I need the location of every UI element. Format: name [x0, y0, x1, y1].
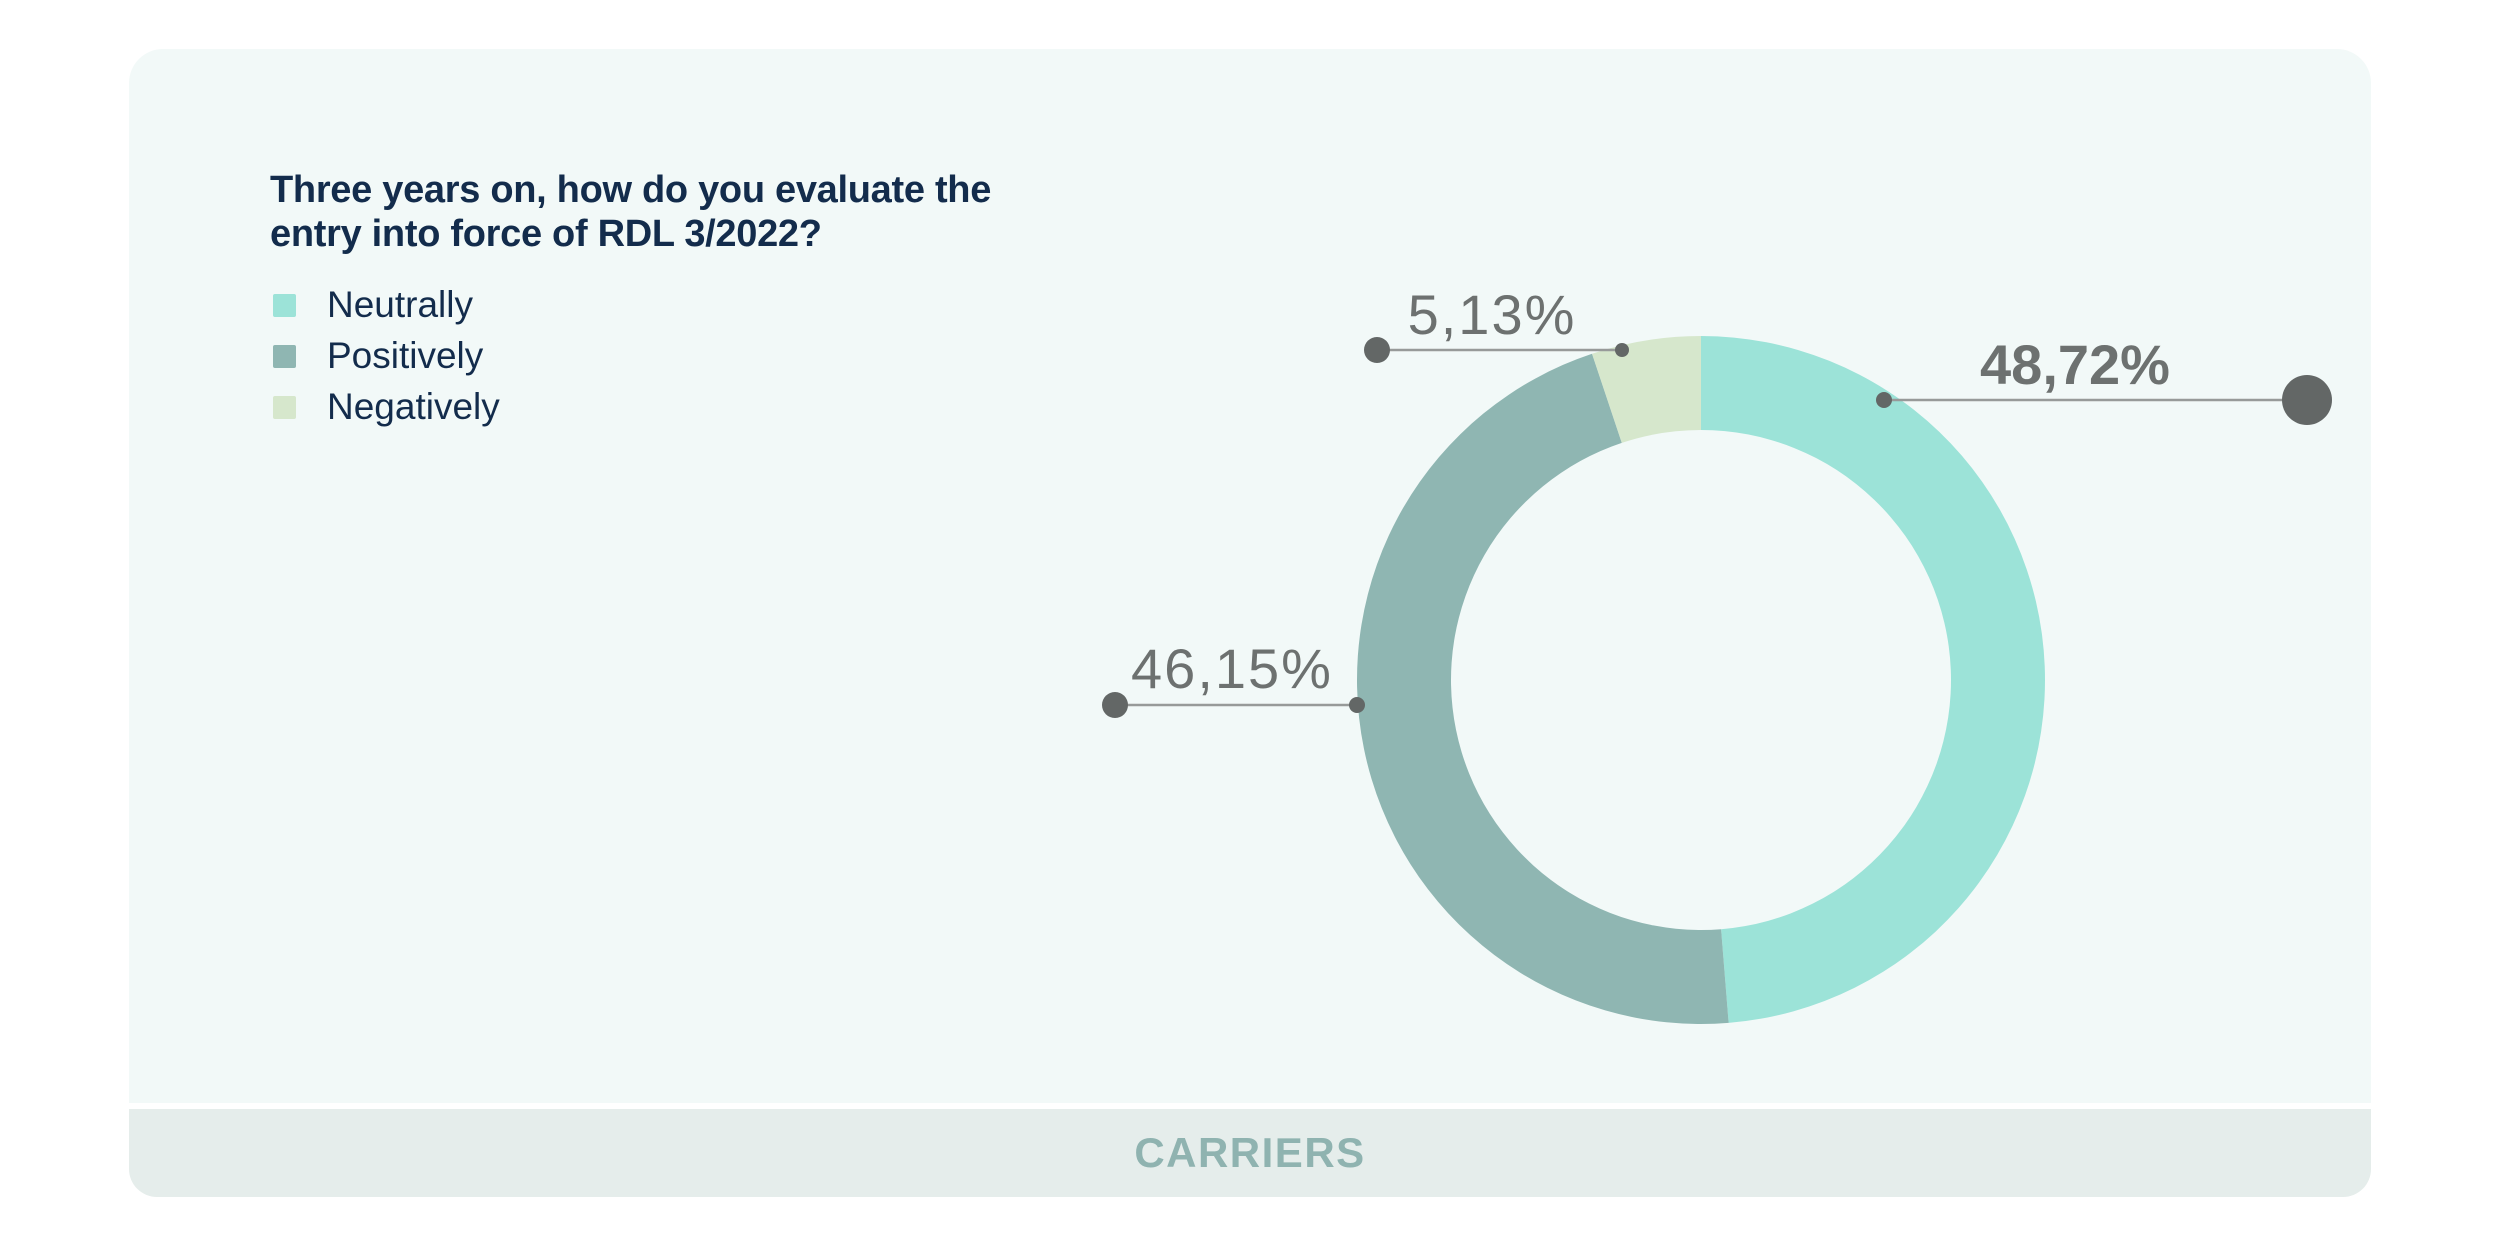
callout-small-dot-neutrally: [1876, 392, 1892, 408]
chart-title-line-1: Three years on, how do you evaluate the: [270, 169, 992, 211]
donut-slice-negatively: [1592, 336, 1701, 443]
callout-small-dot-negatively: [1615, 343, 1629, 357]
donut-slice-neutrally: [1701, 336, 2045, 1023]
callout-big-dot-positively: [1102, 692, 1128, 718]
callout-label-positively: 46,15%: [1131, 637, 1333, 700]
legend-label-neutrally: Neutrally: [327, 284, 473, 325]
donut-slice-positively: [1357, 353, 1729, 1024]
chart-title-line-2: entry into force of RDL 3/2022?: [270, 213, 822, 255]
footer-band-label: CARRIERS: [1134, 1129, 1366, 1176]
footer-band: CARRIERS: [129, 1109, 2371, 1197]
callout-label-neutrally: 48,72%: [1980, 333, 2170, 396]
legend-label-negatively: Negatively: [327, 386, 500, 427]
legend-item-negatively: Negatively: [273, 386, 500, 427]
legend-item-neutrally: Neutrally: [273, 284, 500, 325]
callout-big-dot-neutrally: [2282, 375, 2332, 425]
callout-small-dot-positively: [1349, 697, 1365, 713]
chart-legend: Neutrally Positively Negatively: [273, 284, 500, 441]
legend-item-positively: Positively: [273, 335, 500, 376]
legend-swatch-positively: [273, 344, 296, 368]
callout-label-negatively: 5,13%: [1408, 283, 1577, 346]
legend-swatch-neutrally: [273, 293, 296, 317]
chart-title: Three years on, how do you evaluate the …: [270, 168, 991, 256]
callout-big-dot-negatively: [1364, 337, 1390, 363]
legend-label-positively: Positively: [327, 335, 484, 376]
legend-swatch-negatively: [273, 395, 296, 419]
